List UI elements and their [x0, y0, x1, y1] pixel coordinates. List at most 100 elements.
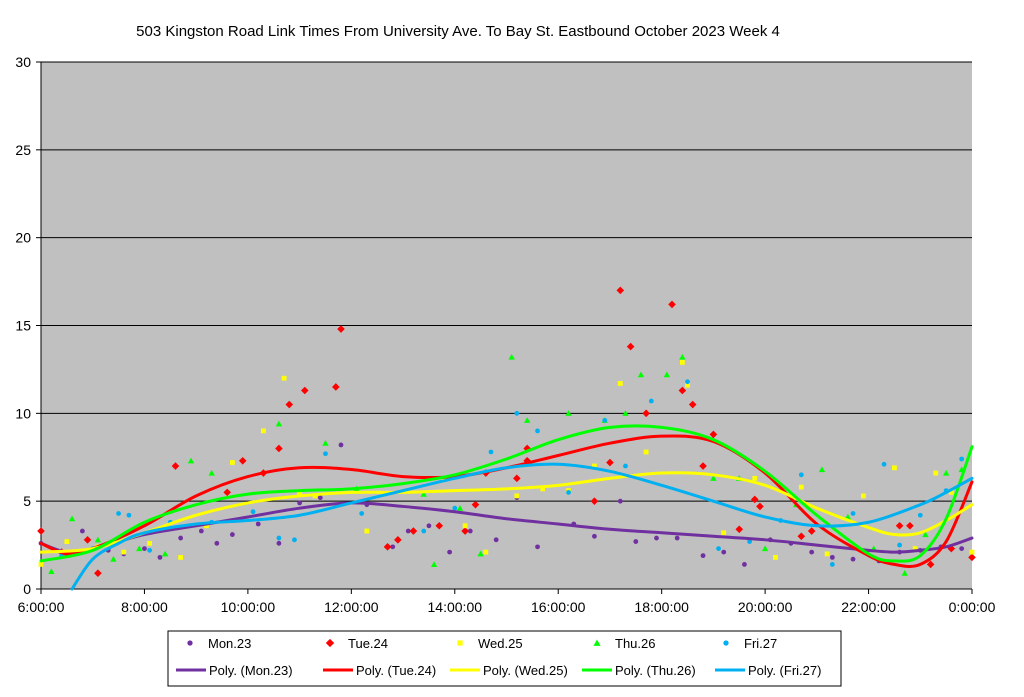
data-point [467, 528, 473, 534]
data-point [198, 528, 204, 534]
data-point [37, 527, 45, 535]
x-tick-label: 12:00:00 [324, 599, 379, 615]
data-point [255, 521, 261, 527]
data-point [818, 466, 826, 473]
data-point [79, 528, 85, 534]
data-point [187, 457, 195, 464]
data-point [617, 498, 623, 504]
x-tick-label: 16:00:00 [531, 599, 586, 615]
data-point [969, 549, 975, 555]
data-point [337, 325, 345, 333]
data-point [121, 549, 127, 555]
legend-marker [187, 640, 193, 646]
legend-label: Tue.24 [348, 636, 388, 651]
data-point [285, 400, 294, 409]
legend: Mon.23 Tue.24 Wed.25 Thu.26 Fri.27 Poly. (Mon… [167, 630, 842, 687]
data-point [292, 537, 297, 543]
data-point [565, 410, 572, 416]
data-point [716, 546, 721, 551]
data-point [48, 568, 55, 574]
data-point [261, 428, 266, 434]
data-point [390, 544, 396, 550]
data-point [566, 489, 571, 495]
data-point [178, 554, 184, 560]
trendlines [39, 424, 974, 591]
data-point [663, 371, 671, 378]
data-point [238, 456, 247, 465]
series-points-wed-25 [38, 359, 975, 567]
legend-label: Fri.27 [744, 636, 777, 651]
data-point [699, 462, 707, 470]
data-point [721, 549, 727, 555]
data-point [668, 300, 676, 309]
data-point [633, 539, 639, 544]
trendline-wed-25 [39, 471, 974, 554]
y-tick-label: 10 [15, 405, 31, 421]
data-point [276, 540, 282, 546]
data-point [721, 530, 727, 536]
data-point [906, 521, 914, 530]
data-point [773, 554, 778, 560]
data-point [742, 562, 747, 567]
data-point [674, 535, 680, 541]
data-point [462, 523, 468, 529]
x-tick-label: 0:00:00 [949, 599, 996, 615]
data-point [678, 386, 687, 395]
data-point [421, 528, 427, 534]
data-point [64, 539, 70, 544]
data-point [623, 463, 628, 469]
legend-label: Thu.26 [615, 636, 655, 651]
x-tick-label: 14:00:00 [428, 599, 483, 615]
data-point [214, 540, 220, 546]
data-point [797, 532, 806, 541]
data-point [622, 410, 629, 416]
data-point [626, 342, 635, 351]
x-tick-label: 20:00:00 [738, 599, 793, 615]
data-point [126, 512, 132, 518]
data-point [338, 442, 344, 448]
data-point [642, 409, 650, 418]
data-point [829, 554, 835, 560]
data-point [761, 545, 769, 552]
data-point [147, 547, 153, 553]
data-point [881, 461, 887, 467]
data-point [300, 386, 309, 395]
data-point [968, 553, 976, 562]
data-point [430, 561, 438, 567]
data-point [477, 550, 484, 557]
data-point [322, 439, 329, 446]
data-point [922, 531, 929, 538]
legend-label: Wed.25 [478, 636, 523, 651]
data-point [917, 512, 923, 518]
data-point [860, 493, 866, 499]
data-point [756, 502, 764, 511]
data-point [809, 549, 815, 555]
x-tick-label: 22:00:00 [841, 599, 896, 615]
data-point [359, 511, 365, 516]
data-point [535, 428, 540, 434]
data-point [420, 490, 427, 497]
data-point [297, 489, 303, 495]
legend-trend-label: Poly. (Tue.24) [356, 663, 436, 678]
data-point [895, 521, 904, 530]
x-tick-label: 10:00:00 [221, 599, 276, 615]
x-tick-label: 8:00:00 [121, 599, 168, 615]
chart-title: 503 Kingston Road Link Times From Univer… [136, 23, 780, 40]
data-point [426, 523, 432, 529]
data-point [747, 539, 752, 544]
data-point [592, 463, 597, 469]
data-point [142, 546, 147, 551]
data-point [926, 560, 935, 569]
data-point [452, 505, 458, 511]
y-tick-label: 15 [15, 318, 31, 334]
data-point [752, 475, 758, 481]
data-point [592, 533, 597, 539]
data-point [471, 500, 480, 509]
x-tick-label: 18:00:00 [634, 599, 689, 615]
legend-trend-label: Poly. (Fri.27) [748, 663, 821, 678]
data-point [493, 537, 499, 543]
data-point [514, 493, 520, 499]
data-point [523, 417, 531, 423]
data-point [447, 549, 453, 555]
data-point [364, 528, 370, 534]
